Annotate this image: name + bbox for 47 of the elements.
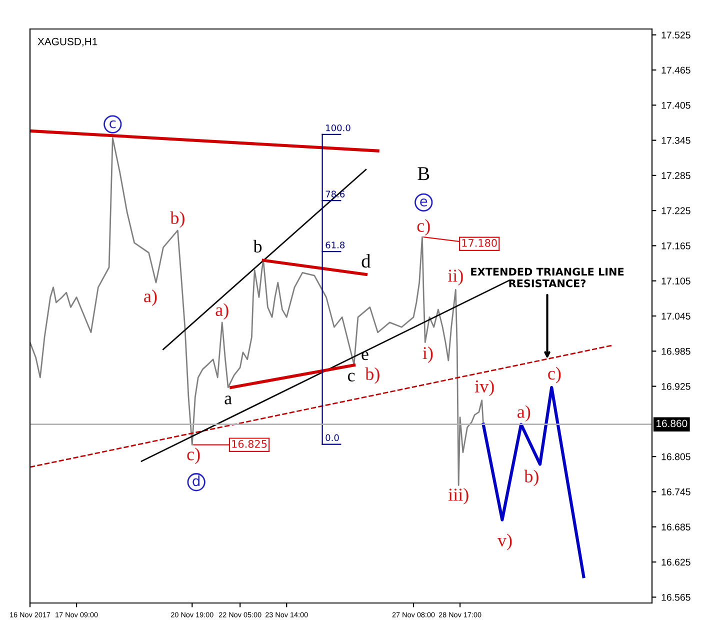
annotation: a) xyxy=(216,303,228,320)
annotation: e xyxy=(420,198,428,206)
y-tick-label: 17.345 xyxy=(662,137,690,144)
annotation: d xyxy=(192,475,200,486)
annotation: b) xyxy=(170,211,184,228)
y-tick-label: 16.625 xyxy=(662,558,690,566)
y-tick-label: 16.745 xyxy=(662,488,690,496)
y-tick-label: 17.405 xyxy=(662,102,690,109)
annotation: a xyxy=(224,396,232,404)
y-tick-label: 16.685 xyxy=(662,524,690,530)
y-tick-label: 16.925 xyxy=(662,383,690,390)
y-tick-label: 17.525 xyxy=(662,32,690,38)
text: XAGUSD,H1 xyxy=(38,38,98,46)
annotation: 17.180 xyxy=(462,239,497,247)
y-tick-label: 16.805 xyxy=(662,453,690,460)
y-tick-label: 16.985 xyxy=(662,348,690,355)
y-tick-label: 17.105 xyxy=(662,278,690,284)
annotation: c) xyxy=(417,219,430,236)
annotation: a) xyxy=(144,290,157,306)
annotation: e xyxy=(362,351,368,360)
annotation: iv) xyxy=(474,380,494,396)
annotation: ii) xyxy=(448,269,463,286)
annotation: a) xyxy=(518,405,530,422)
y-tick-label: 17.225 xyxy=(662,207,690,214)
annotation: c) xyxy=(548,366,561,384)
annotation: 0.0 xyxy=(326,434,339,442)
y-tick-label: 17.465 xyxy=(662,66,690,74)
annotation: c xyxy=(110,120,116,128)
y-tick-label: 17.165 xyxy=(662,242,690,250)
annotation: EXTENDED TRIANGLE LINE RESISTANCE? xyxy=(471,268,624,288)
ref-line-label: 16.860 xyxy=(656,420,688,428)
annotation: d xyxy=(362,254,371,268)
annotation: v) xyxy=(497,534,512,550)
annotation: c xyxy=(348,372,355,382)
annotation: B xyxy=(418,167,430,180)
y-tick-label: 17.285 xyxy=(662,172,690,180)
annotation: 61.8 xyxy=(326,242,345,248)
annotation: 100.0 xyxy=(326,124,350,132)
y-tick-label: 16.565 xyxy=(662,594,690,601)
annotation: c) xyxy=(187,448,200,464)
annotation: 16.825 xyxy=(232,440,267,448)
annotation: b xyxy=(253,240,262,253)
annotation: b) xyxy=(365,367,380,384)
annotation: iii) xyxy=(448,488,468,504)
annotation: i) xyxy=(422,346,433,363)
y-tick-label: 17.045 xyxy=(662,312,690,320)
annotation: b) xyxy=(524,470,538,486)
